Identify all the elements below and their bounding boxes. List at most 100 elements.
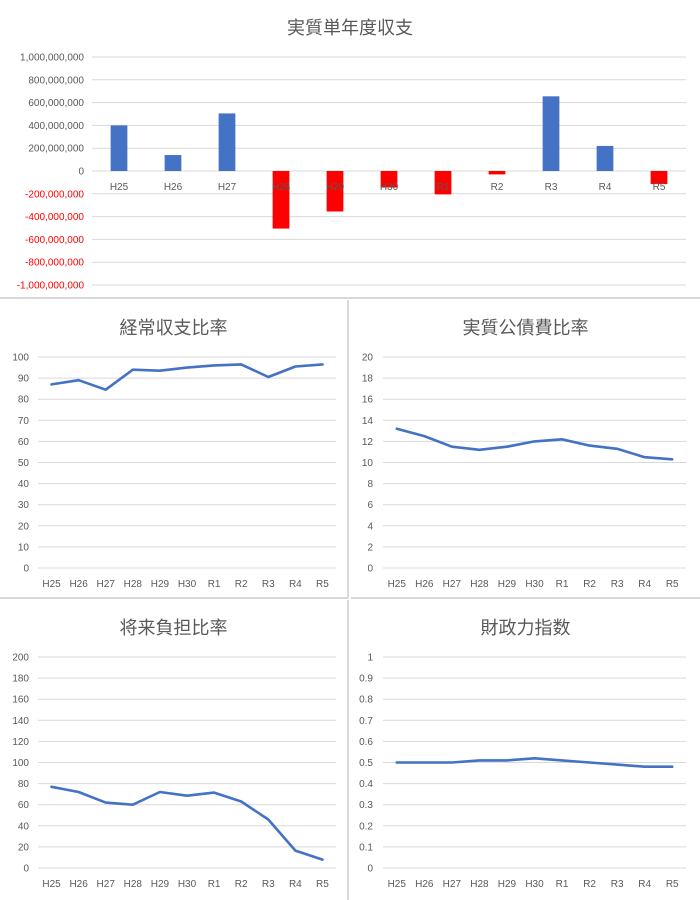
y-tick-label: -1,000,000,000 [17, 281, 85, 292]
y-tick-label: 40 [18, 479, 30, 490]
x-tick-label: H28 [470, 579, 489, 590]
bar [488, 171, 506, 175]
x-tick-label: R2 [583, 579, 596, 590]
y-tick-label: 4 [367, 521, 373, 532]
x-tick-label: H29 [498, 579, 517, 590]
x-tick-label: H30 [178, 879, 197, 890]
x-tick-label: R1 [437, 182, 450, 193]
y-tick-label: 1,000,000,000 [20, 53, 84, 64]
y-tick-label: 14 [362, 416, 374, 427]
y-tick-label: 0.1 [359, 842, 373, 853]
x-tick-label: H25 [388, 579, 407, 590]
line-chart-fiscal-capability-index: 1 0.9 0.8 0.7 0.6 0.5 0.4 0.3 0.2 0.1 0 H25 H26 H27 H2… [359, 653, 686, 890]
y-tick-label: 20 [18, 842, 30, 853]
x-tick-label: R5 [316, 579, 329, 590]
y-tick-label: -800,000,000 [25, 258, 84, 269]
x-tick-label: H28 [272, 182, 291, 193]
x-tick-label: R5 [316, 879, 329, 890]
y-tick-label: 80 [18, 779, 30, 790]
y-tick-label: 80 [18, 395, 30, 406]
y-tick-label: 10 [18, 542, 30, 553]
y-tick-label: 0.3 [359, 800, 373, 811]
series-line [50, 785, 324, 861]
bar [272, 171, 290, 229]
x-tick-label: R4 [599, 182, 612, 193]
y-tick-label: 0.2 [359, 821, 373, 832]
x-tick-label: R5 [666, 879, 679, 890]
y-tick-label: 0.9 [359, 674, 373, 685]
y-tick-label: 0.6 [359, 737, 373, 748]
chart-title: 財政力指数 [480, 618, 571, 639]
y-tick-label: 1 [367, 653, 373, 664]
y-tick-label: 70 [18, 416, 30, 427]
x-tick-label: R2 [583, 879, 596, 890]
y-tick-label: 100 [12, 758, 29, 769]
x-tick-label: R3 [262, 879, 275, 890]
y-tick-label: 0 [367, 564, 373, 575]
y-tick-label: 0.5 [359, 758, 373, 769]
y-tick-label: 0 [367, 864, 373, 875]
x-tick-label: H30 [178, 579, 197, 590]
chart-title: 経常収支比率 [119, 318, 228, 339]
x-tick-label: R5 [653, 182, 666, 193]
y-tick-label: 20 [18, 521, 30, 532]
bar [542, 96, 560, 171]
x-tick-label: R4 [638, 579, 651, 590]
y-tick-label: 200 [12, 653, 29, 664]
x-tick-label: H25 [388, 879, 407, 890]
x-tick-label: R3 [611, 579, 624, 590]
y-tick-label: 0.8 [359, 695, 373, 706]
y-tick-label: 90 [18, 374, 30, 385]
x-tick-label: H29 [326, 182, 345, 193]
chart-panel-ordinary-balance-ratio: 経常収支比率 100 90 80 70 60 50 40 30 20 10 0 H25 H26 H27 H2… [0, 300, 349, 599]
y-tick-label: 400,000,000 [28, 121, 84, 132]
x-tick-label: H28 [124, 879, 143, 890]
x-tick-label: H26 [415, 579, 434, 590]
chart-title: 実質単年度収支 [287, 18, 413, 39]
y-tick-label: 40 [18, 821, 30, 832]
x-tick-label: H26 [415, 879, 434, 890]
y-tick-label: 120 [12, 737, 29, 748]
bar-chart-real-single-year-balance: 1,000,000,000 800,000,000 600,000,000 400,0… [17, 53, 686, 292]
x-tick-label: H27 [443, 879, 462, 890]
chart-panel-real-debt-service-ratio: 実質公債費比率 20 18 16 14 12 10 8 6 4 2 0 H25 H26 H27 H28 H29… [351, 300, 700, 599]
y-tick-label: 60 [18, 800, 30, 811]
y-tick-label: 10 [362, 458, 374, 469]
y-tick-label: 16 [362, 395, 374, 406]
bar [434, 171, 452, 195]
x-tick-label: R4 [289, 879, 302, 890]
y-tick-label: 200,000,000 [28, 144, 84, 155]
y-tick-label: 30 [18, 500, 30, 511]
y-tick-label: 0 [78, 167, 84, 178]
x-tick-label: H26 [69, 879, 88, 890]
x-tick-label: H25 [42, 579, 61, 590]
series-line [50, 363, 324, 391]
bar [650, 171, 668, 185]
y-tick-label: -200,000,000 [25, 189, 84, 200]
y-tick-label: -600,000,000 [25, 235, 84, 246]
x-tick-label: H27 [443, 579, 462, 590]
y-tick-label: 600,000,000 [28, 98, 84, 109]
y-tick-label: 800,000,000 [28, 75, 84, 86]
y-tick-label: 180 [12, 674, 29, 685]
x-tick-label: H25 [110, 182, 129, 193]
y-tick-label: 8 [367, 479, 373, 490]
chart-panel-future-burden-ratio: 将来負担比率 200 180 160 140 120 100 80 60 40 20 0 H25 H26… [0, 600, 349, 900]
bar [326, 171, 344, 212]
bar [164, 155, 182, 171]
bar [110, 125, 128, 171]
x-tick-label: R2 [235, 879, 248, 890]
y-tick-label: 12 [362, 437, 374, 448]
x-tick-label: H29 [151, 879, 170, 890]
chart-panel-real-single-year-balance: 実質単年度収支 1,000,000,000 800,000,000 600,000,… [0, 0, 700, 299]
x-tick-label: R3 [262, 579, 275, 590]
y-tick-label: -400,000,000 [25, 212, 84, 223]
bar [218, 113, 236, 171]
y-tick-label: 2 [367, 542, 373, 553]
x-tick-label: R2 [235, 579, 248, 590]
x-tick-label: H30 [380, 182, 399, 193]
y-tick-label: 140 [12, 716, 29, 727]
